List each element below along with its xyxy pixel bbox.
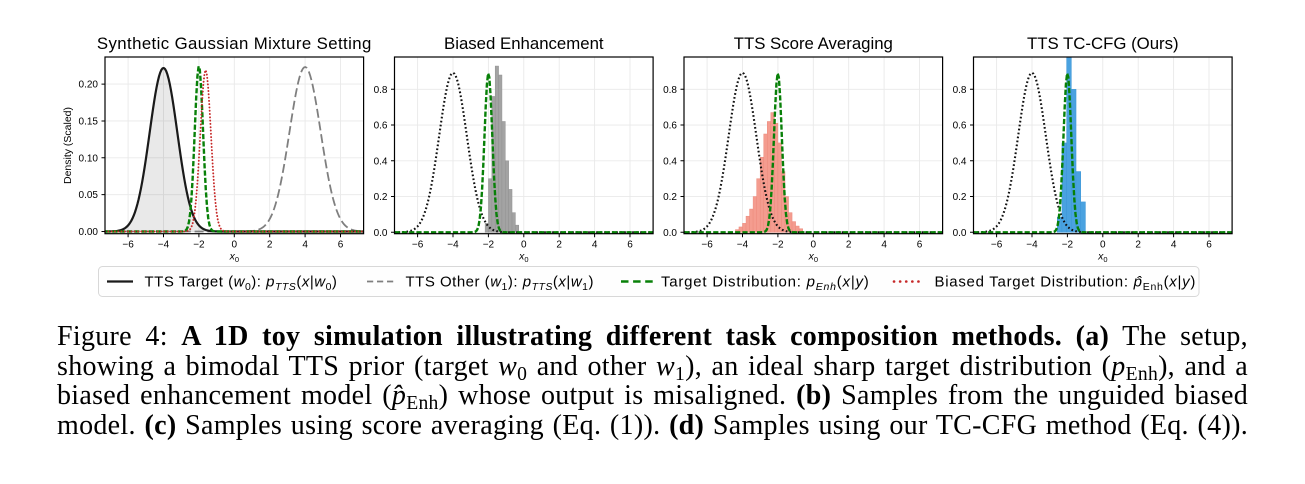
svg-text:0.2: 0.2: [374, 192, 388, 203]
svg-text:0.05: 0.05: [79, 190, 99, 201]
svg-text:0.0: 0.0: [953, 228, 967, 239]
svg-text:0.4: 0.4: [663, 156, 677, 167]
svg-text:Density (Scaled): Density (Scaled): [62, 107, 74, 184]
svg-text:0: 0: [1100, 240, 1106, 251]
svg-text:0.4: 0.4: [953, 156, 967, 167]
svg-text:0.00: 0.00: [79, 227, 99, 238]
svg-text:0.20: 0.20: [79, 80, 99, 91]
svg-text:x0: x0: [1097, 251, 1107, 265]
svg-text:6: 6: [917, 240, 923, 251]
svg-text:−4: −4: [1026, 240, 1038, 251]
svg-text:2: 2: [556, 240, 562, 251]
svg-text:0: 0: [521, 240, 527, 251]
svg-text:0.15: 0.15: [79, 116, 99, 127]
svg-text:0.2: 0.2: [663, 192, 677, 203]
svg-text:0.0: 0.0: [374, 228, 388, 239]
svg-text:x0: x0: [518, 251, 528, 265]
svg-text:2: 2: [846, 240, 852, 251]
svg-text:0.8: 0.8: [374, 85, 388, 96]
svg-text:4: 4: [881, 240, 887, 251]
svg-text:0: 0: [232, 240, 238, 251]
svg-text:2: 2: [267, 240, 273, 251]
svg-text:−2: −2: [483, 240, 495, 251]
svg-text:−4: −4: [737, 240, 749, 251]
svg-text:−4: −4: [447, 240, 459, 251]
svg-text:0.6: 0.6: [663, 121, 677, 132]
svg-text:4: 4: [592, 240, 598, 251]
svg-text:0: 0: [811, 240, 817, 251]
svg-text:−2: −2: [1062, 240, 1074, 251]
svg-text:TTS Score Averaging: TTS Score Averaging: [734, 34, 893, 53]
svg-text:−2: −2: [772, 240, 784, 251]
svg-text:x0: x0: [229, 251, 239, 265]
svg-text:−6: −6: [991, 240, 1003, 251]
svg-text:0.10: 0.10: [79, 153, 99, 164]
svg-text:6: 6: [338, 240, 344, 251]
svg-text:x0: x0: [808, 251, 818, 265]
svg-text:Biased Target Distribution: p̂: Biased Target Distribution: p̂Enh(x|y): [935, 274, 1197, 293]
svg-text:0.6: 0.6: [953, 121, 967, 132]
svg-text:TTS Other (w1): pTTS(x|w1): TTS Other (w1): pTTS(x|w1): [406, 274, 595, 293]
svg-text:6: 6: [627, 240, 633, 251]
svg-text:−6: −6: [701, 240, 713, 251]
svg-text:−6: −6: [122, 240, 134, 251]
svg-text:0.8: 0.8: [663, 85, 677, 96]
svg-text:6: 6: [1206, 240, 1212, 251]
svg-text:4: 4: [302, 240, 308, 251]
svg-text:−4: −4: [158, 240, 170, 251]
svg-text:0.8: 0.8: [953, 85, 967, 96]
svg-text:TTS Target (w0): pTTS(x|w0): TTS Target (w0): pTTS(x|w0): [145, 274, 338, 293]
svg-text:0.0: 0.0: [663, 228, 677, 239]
svg-text:4: 4: [1171, 240, 1177, 251]
svg-text:0.2: 0.2: [953, 192, 967, 203]
svg-text:Synthetic Gaussian Mixture Set: Synthetic Gaussian Mixture Setting: [97, 34, 372, 53]
svg-text:−6: −6: [412, 240, 424, 251]
svg-text:Biased Enhancement: Biased Enhancement: [444, 34, 604, 53]
svg-text:0.4: 0.4: [374, 156, 388, 167]
svg-text:Target Distribution: pEnh(x|y): Target Distribution: pEnh(x|y): [661, 274, 870, 293]
svg-text:TTS TC-CFG (Ours): TTS TC-CFG (Ours): [1027, 34, 1179, 53]
svg-text:−2: −2: [193, 240, 205, 251]
svg-text:2: 2: [1135, 240, 1141, 251]
svg-text:0.6: 0.6: [374, 121, 388, 132]
